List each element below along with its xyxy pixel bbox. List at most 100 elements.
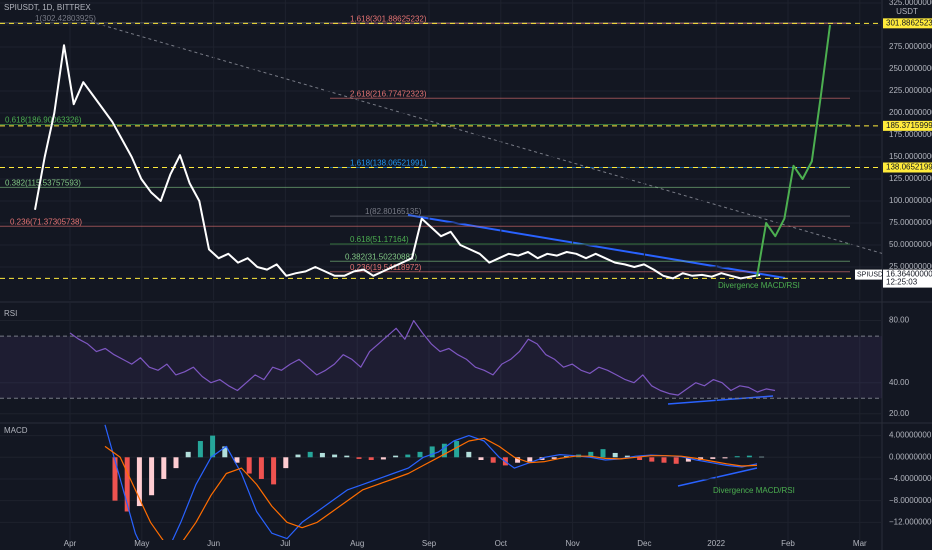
- y-tick-label: 150.00000000: [889, 152, 932, 161]
- y-tick-label: 250.00000000: [889, 64, 932, 73]
- pane-title: RSI: [4, 309, 17, 318]
- price-tag: [883, 120, 932, 131]
- y-tick-label: 225.00000000: [889, 86, 932, 95]
- series-line: [34, 44, 761, 280]
- fib-label: 0.618(186.90063326): [5, 116, 82, 125]
- histogram-bar: [185, 451, 191, 458]
- histogram-bar: [295, 454, 301, 458]
- histogram-bar: [454, 441, 460, 458]
- histogram-bar: [344, 455, 350, 458]
- histogram-bar: [136, 457, 142, 507]
- histogram-bar: [307, 451, 313, 458]
- series-line: [104, 437, 758, 540]
- histogram-bar: [271, 457, 277, 485]
- fib-label: 0.382(31.50230882): [345, 252, 417, 261]
- y-tick-label: 125.00000000: [889, 174, 932, 183]
- histogram-bar: [429, 446, 435, 458]
- histogram-bar: [405, 454, 411, 458]
- histogram-bar: [173, 457, 179, 469]
- histogram-bar: [112, 457, 118, 501]
- histogram-bar: [649, 457, 655, 462]
- histogram-bar: [722, 457, 728, 459]
- price-tag-label: 301.88625232: [886, 18, 932, 27]
- series-line: [104, 424, 758, 540]
- histogram-bar: [563, 456, 569, 458]
- series-line: [756, 24, 831, 277]
- x-tick-label: 2022: [707, 539, 725, 548]
- histogram-bar: [380, 457, 386, 460]
- y-tick-label: 25.00000000: [889, 262, 932, 271]
- histogram-bar: [466, 451, 472, 458]
- countdown: 12:25:03: [886, 278, 918, 287]
- symbol-tag-label: SPIUSDT: [857, 271, 888, 278]
- histogram-bar: [527, 457, 533, 462]
- y-tick-label: 0.00000000: [889, 452, 932, 461]
- unit-label: USDT: [896, 7, 918, 16]
- histogram-bar: [234, 457, 240, 463]
- y-tick-label: 325.00000000: [889, 0, 932, 7]
- histogram-bar: [551, 457, 557, 459]
- x-tick-label: Jun: [207, 539, 220, 548]
- pane-title: MACD: [4, 426, 28, 435]
- histogram-bar: [624, 455, 630, 458]
- x-tick-label: Jul: [280, 539, 290, 548]
- y-tick-label: −12.00000000: [889, 517, 932, 526]
- x-tick-label: Nov: [565, 539, 579, 548]
- histogram-bar: [759, 456, 765, 458]
- y-tick-label: 50.00000000: [889, 240, 932, 249]
- y-tick-label: 200.00000000: [889, 108, 932, 117]
- price-tag-label: 185.37159995: [886, 121, 932, 130]
- chart-title: SPIUSDT, 1D, BITTREX: [4, 3, 91, 12]
- histogram-bar: [124, 457, 130, 512]
- histogram-bar: [149, 457, 155, 496]
- histogram-bar: [332, 454, 338, 458]
- y-tick-label: 75.00000000: [889, 218, 932, 227]
- y-tick-label: 100.00000000: [889, 196, 932, 205]
- series-line: [69, 320, 776, 396]
- histogram-bar: [319, 452, 325, 458]
- histogram-bar: [356, 457, 362, 459]
- trend-line: [667, 395, 774, 405]
- y-tick-label: 40.00: [889, 378, 910, 387]
- y-tick-label: −4.00000000: [889, 474, 932, 483]
- histogram-bar: [222, 446, 228, 458]
- y-tick-label: 175.00000000: [889, 130, 932, 139]
- x-tick-label: Aug: [350, 539, 364, 548]
- fib-label: 0.236(19.54118972): [350, 263, 422, 272]
- macd-pane: [0, 424, 882, 540]
- histogram-bar: [441, 443, 447, 458]
- histogram-bar: [210, 435, 216, 458]
- fib-label: 1.618(138.06521991): [350, 159, 427, 168]
- histogram-bar: [368, 457, 374, 460]
- y-tick-label: 80.00: [889, 316, 910, 325]
- x-tick-label: Mar: [853, 539, 867, 548]
- fib-label: 1.618(301.88625232): [350, 14, 427, 23]
- histogram-bar: [258, 457, 264, 479]
- histogram-bar: [515, 457, 521, 463]
- histogram-bar: [661, 457, 667, 463]
- x-tick-label: Apr: [64, 539, 77, 548]
- histogram-bar: [612, 452, 618, 458]
- price-pane: 1(302.42803925) 1.618(301.88625232) 2.618(…: [0, 0, 882, 300]
- x-tick-label: Oct: [495, 539, 508, 548]
- x-tick-label: Dec: [637, 539, 651, 548]
- rsi-pane: [0, 303, 882, 422]
- price-tag-label: 138.06521991: [886, 163, 932, 172]
- axes: Apr May Jun Jul Aug Sep Oct Nov Dec 2022 Feb Mar 325…: [64, 0, 932, 548]
- y-tick-label: 20.00: [889, 409, 910, 418]
- histogram-bar: [710, 457, 716, 459]
- histogram-bar: [393, 455, 399, 458]
- x-tick-label: Feb: [781, 539, 795, 548]
- x-tick-label: May: [134, 539, 149, 548]
- histogram-bar: [197, 441, 203, 458]
- symbol-tag: [855, 269, 882, 280]
- histogram-bar: [746, 455, 752, 458]
- price-tag: [883, 18, 932, 29]
- histogram-bar: [490, 457, 496, 463]
- histogram-bar: [478, 457, 484, 460]
- trend-line: [407, 214, 786, 279]
- last-price-label: 16.36400000: [886, 270, 932, 279]
- histogram-bar: [673, 457, 679, 464]
